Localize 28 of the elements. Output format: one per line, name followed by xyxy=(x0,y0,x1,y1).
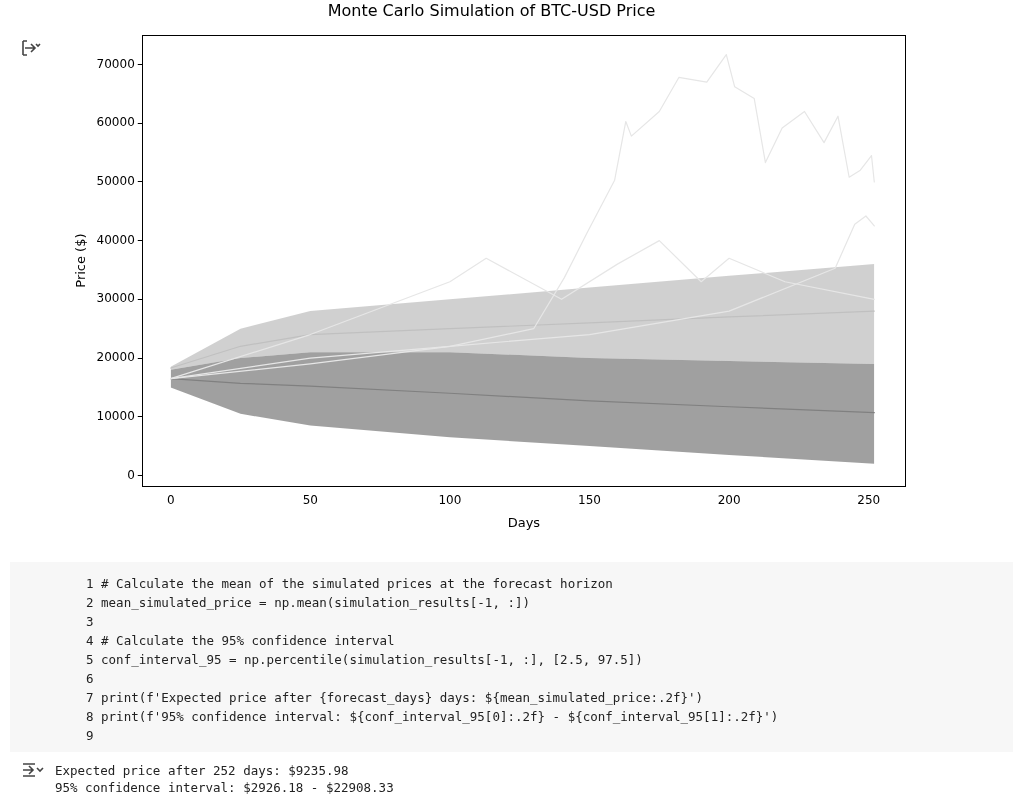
text: 2 mean_simulated_price = np.mean(simulation_results[-1, :]) xyxy=(86,594,531,612)
y-tick-label: 50000 xyxy=(96,174,135,189)
y-tick-label: 10000 xyxy=(96,408,135,423)
x-tick-label: 100 xyxy=(438,493,462,508)
x-tick-label: 150 xyxy=(578,493,601,508)
text: 8 print(f'95% confidence interval: ${conf_interval_95[0]:.2f} - ${conf_interval_95[1]:.2f}') xyxy=(86,708,780,726)
x-tick-label: 200 xyxy=(717,493,741,508)
y-axis-title: Price ($) xyxy=(73,233,89,288)
x-tick-label: 50 xyxy=(302,493,318,508)
text: 95% confidence interval: $2926.18 - $22908.33 xyxy=(55,779,394,796)
y-tick-label: 70000 xyxy=(96,56,135,71)
x-tick-label: 0 xyxy=(166,493,175,508)
text: 5 conf_interval_95 = np.percentile(simulation_results[-1, :], [2.5, 97.5]) xyxy=(86,651,644,669)
text: 4 # Calculate the 95% confidence interval xyxy=(86,632,396,650)
text: 9 xyxy=(86,727,95,745)
text: 3 xyxy=(86,613,95,631)
y-tick-label: 0 xyxy=(127,467,135,482)
y-tick-label: 60000 xyxy=(96,115,135,130)
y-tick-label: 40000 xyxy=(96,232,135,247)
text: 7 print(f'Expected price after {forecast_days} days: ${mean_simulated_price:.2f}') xyxy=(86,689,705,707)
y-tick-label: 30000 xyxy=(96,291,135,306)
y-tick-label: 20000 xyxy=(96,350,135,365)
chart-title: Monte Carlo Simulation of BTC-USD Price xyxy=(327,0,656,20)
x-tick-label: 250 xyxy=(857,493,881,508)
text: 6 xyxy=(86,670,95,688)
x-axis-title: Days xyxy=(507,514,541,530)
text: 1 # Calculate the mean of the simulated prices at the forecast horizon xyxy=(86,575,614,593)
text: Expected price after 252 days: $9235.98 xyxy=(55,762,350,779)
